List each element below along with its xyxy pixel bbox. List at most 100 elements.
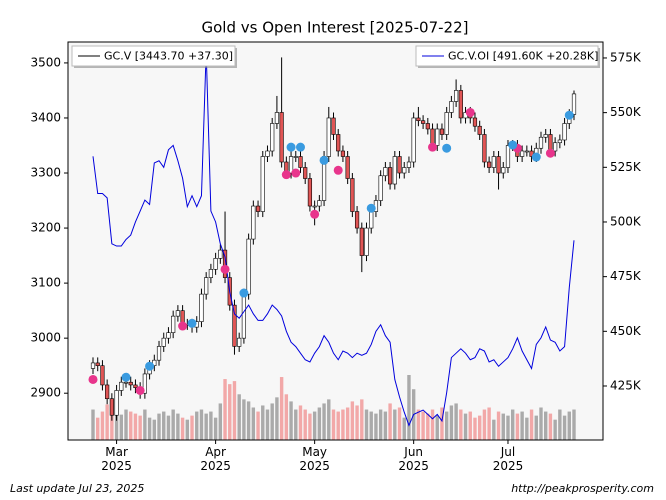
volume-bar [133,413,138,440]
volume-bar [96,417,100,440]
candle-body [477,125,482,135]
volume-bar [124,409,128,440]
candle-body [274,112,280,124]
volume-bar [336,411,340,440]
candle-body [171,315,176,333]
volume-bar [171,409,175,440]
candle-body [213,258,218,270]
volume-bar [298,405,303,440]
signal-marker [442,143,452,153]
volume-bar [393,409,397,440]
volume-bar [242,399,246,440]
y2-tick-label: 575K [610,50,642,64]
volume-bar [185,419,190,440]
candle-body [175,310,180,317]
volume-bar [162,411,166,440]
y-tick-label: 3000 [30,331,61,345]
volume-bar [331,409,336,440]
candle-body [255,205,261,212]
signal-marker [545,148,555,158]
candle-body [378,175,383,201]
candle-body [548,134,553,152]
candle-body [109,398,114,416]
candle-body [364,227,369,256]
volume-bar [317,407,322,440]
candle-body [449,101,454,113]
signal-marker [281,170,291,180]
volume-bar [496,411,501,440]
candle-body [95,362,100,366]
volume-bar [204,413,208,440]
y2-tick-label: 550K [610,105,642,119]
candle-body [218,249,223,259]
candle-body [538,136,544,149]
volume-bar [350,401,355,440]
candle-body [562,123,567,141]
volume-bar [152,419,157,440]
volume-bar [515,413,520,440]
volume-bar [388,403,392,440]
volume-bar [119,414,123,440]
volume-bar [468,411,472,440]
candle-body [237,337,242,347]
candle-body [444,112,449,135]
candle-body [420,120,426,124]
candle-body [114,390,119,416]
candle-body [307,178,313,207]
volume-bar [360,399,364,440]
signal-marker [319,155,329,165]
volume-bar [548,413,553,440]
volume-bar [289,401,293,440]
candle-body [251,205,256,240]
x-tick-label: Apr 2025 [200,445,231,473]
volume-bar [100,411,105,440]
candle-body [406,161,412,168]
volume-bar [195,411,199,440]
candle-body [458,90,463,119]
candle-body [340,150,346,157]
volume-bar [369,411,373,440]
volume-bar [327,399,331,440]
y2-tick-label: 425K [610,378,642,392]
chart-title: Gold vs Open Interest [2025-07-22] [202,19,469,37]
volume-bar [374,413,378,440]
candle-body [411,117,416,163]
candle-body [454,90,459,102]
signal-marker [220,264,230,274]
volume-bar [91,409,95,440]
candle-body [100,365,105,386]
plot-frame [67,41,604,441]
candle-body [90,362,96,369]
volume-bar [176,413,180,440]
volume-bar [459,409,463,440]
volume-bar [558,409,562,440]
footer-left: Last update Jul 23, 2025 [10,482,144,495]
volume-bar [105,404,109,440]
legend-box [71,45,236,67]
volume-bar [444,411,449,440]
candle-body [520,150,525,157]
candle-body [402,167,407,174]
volume-bar [251,407,256,440]
candle-body [557,139,562,144]
candle-body [505,145,511,168]
legend-label: GC.V.OI [491.60K +20.28K] [448,50,598,63]
volume-bar [454,403,458,440]
volume-bar [463,413,468,440]
signal-marker [564,110,574,120]
volume-bar [355,405,359,440]
volume-bar [294,409,298,440]
volume-bar [364,409,369,440]
y-tick-label: 3200 [30,221,61,235]
volume-bar [520,411,524,440]
signal-marker [178,321,188,331]
candle-body [524,150,529,153]
signal-marker [531,152,541,162]
candle-body [487,161,492,168]
volume-bar [572,409,576,440]
volume-bar [232,381,237,440]
volume-bar [312,411,317,440]
x-tick-label: Jul 2025 [493,445,524,473]
volume-bar [477,415,482,440]
